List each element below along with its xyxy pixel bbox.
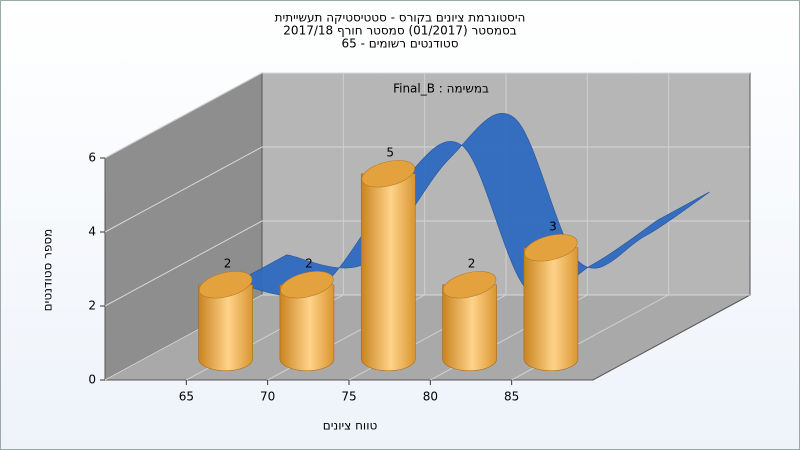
- annotation: במשימה : Final_B: [393, 82, 489, 96]
- value-label: 2: [468, 256, 476, 270]
- bar: [442, 284, 497, 372]
- x-tick-label: 80: [423, 390, 438, 404]
- x-tick-label: 85: [504, 390, 519, 404]
- bar-top: [442, 271, 497, 299]
- y-tick-label: 2: [88, 299, 96, 313]
- x-tick-label: 70: [260, 390, 275, 404]
- bar-top: [361, 160, 415, 188]
- bar-top: [524, 234, 578, 262]
- x-axis-label: טווח ציונים: [323, 419, 378, 433]
- x-tick-label: 65: [179, 390, 194, 404]
- value-label: 2: [305, 256, 313, 270]
- y-axis-label: מספר סטודנטים: [41, 229, 55, 312]
- bar-top: [198, 271, 253, 299]
- bar: [198, 284, 253, 372]
- value-label: 5: [386, 145, 394, 159]
- y-tick-label: 6: [88, 151, 96, 165]
- title-block: היסטוגרמת ציונים בקורס - סטטיסטיקה תעשיי…: [275, 11, 526, 51]
- chart-subtitle: סטודנטים רשומים - 65: [341, 37, 458, 51]
- chart-title: היסטוגרמת ציונים בקורס - סטטיסטיקה תעשיי…: [275, 11, 526, 25]
- y-tick-label: 4: [88, 225, 96, 239]
- bar: [523, 247, 579, 372]
- chart-subtitle: בסמסטר (01/2017) סמסטר חורף 2017/18: [283, 24, 516, 38]
- value-label: 3: [549, 219, 557, 233]
- y-tick-label: 0: [88, 373, 96, 387]
- x-tick-label: 75: [341, 390, 356, 404]
- bar-top: [280, 271, 334, 299]
- bar: [360, 173, 416, 372]
- bar: [279, 284, 335, 372]
- value-label: 2: [224, 256, 232, 270]
